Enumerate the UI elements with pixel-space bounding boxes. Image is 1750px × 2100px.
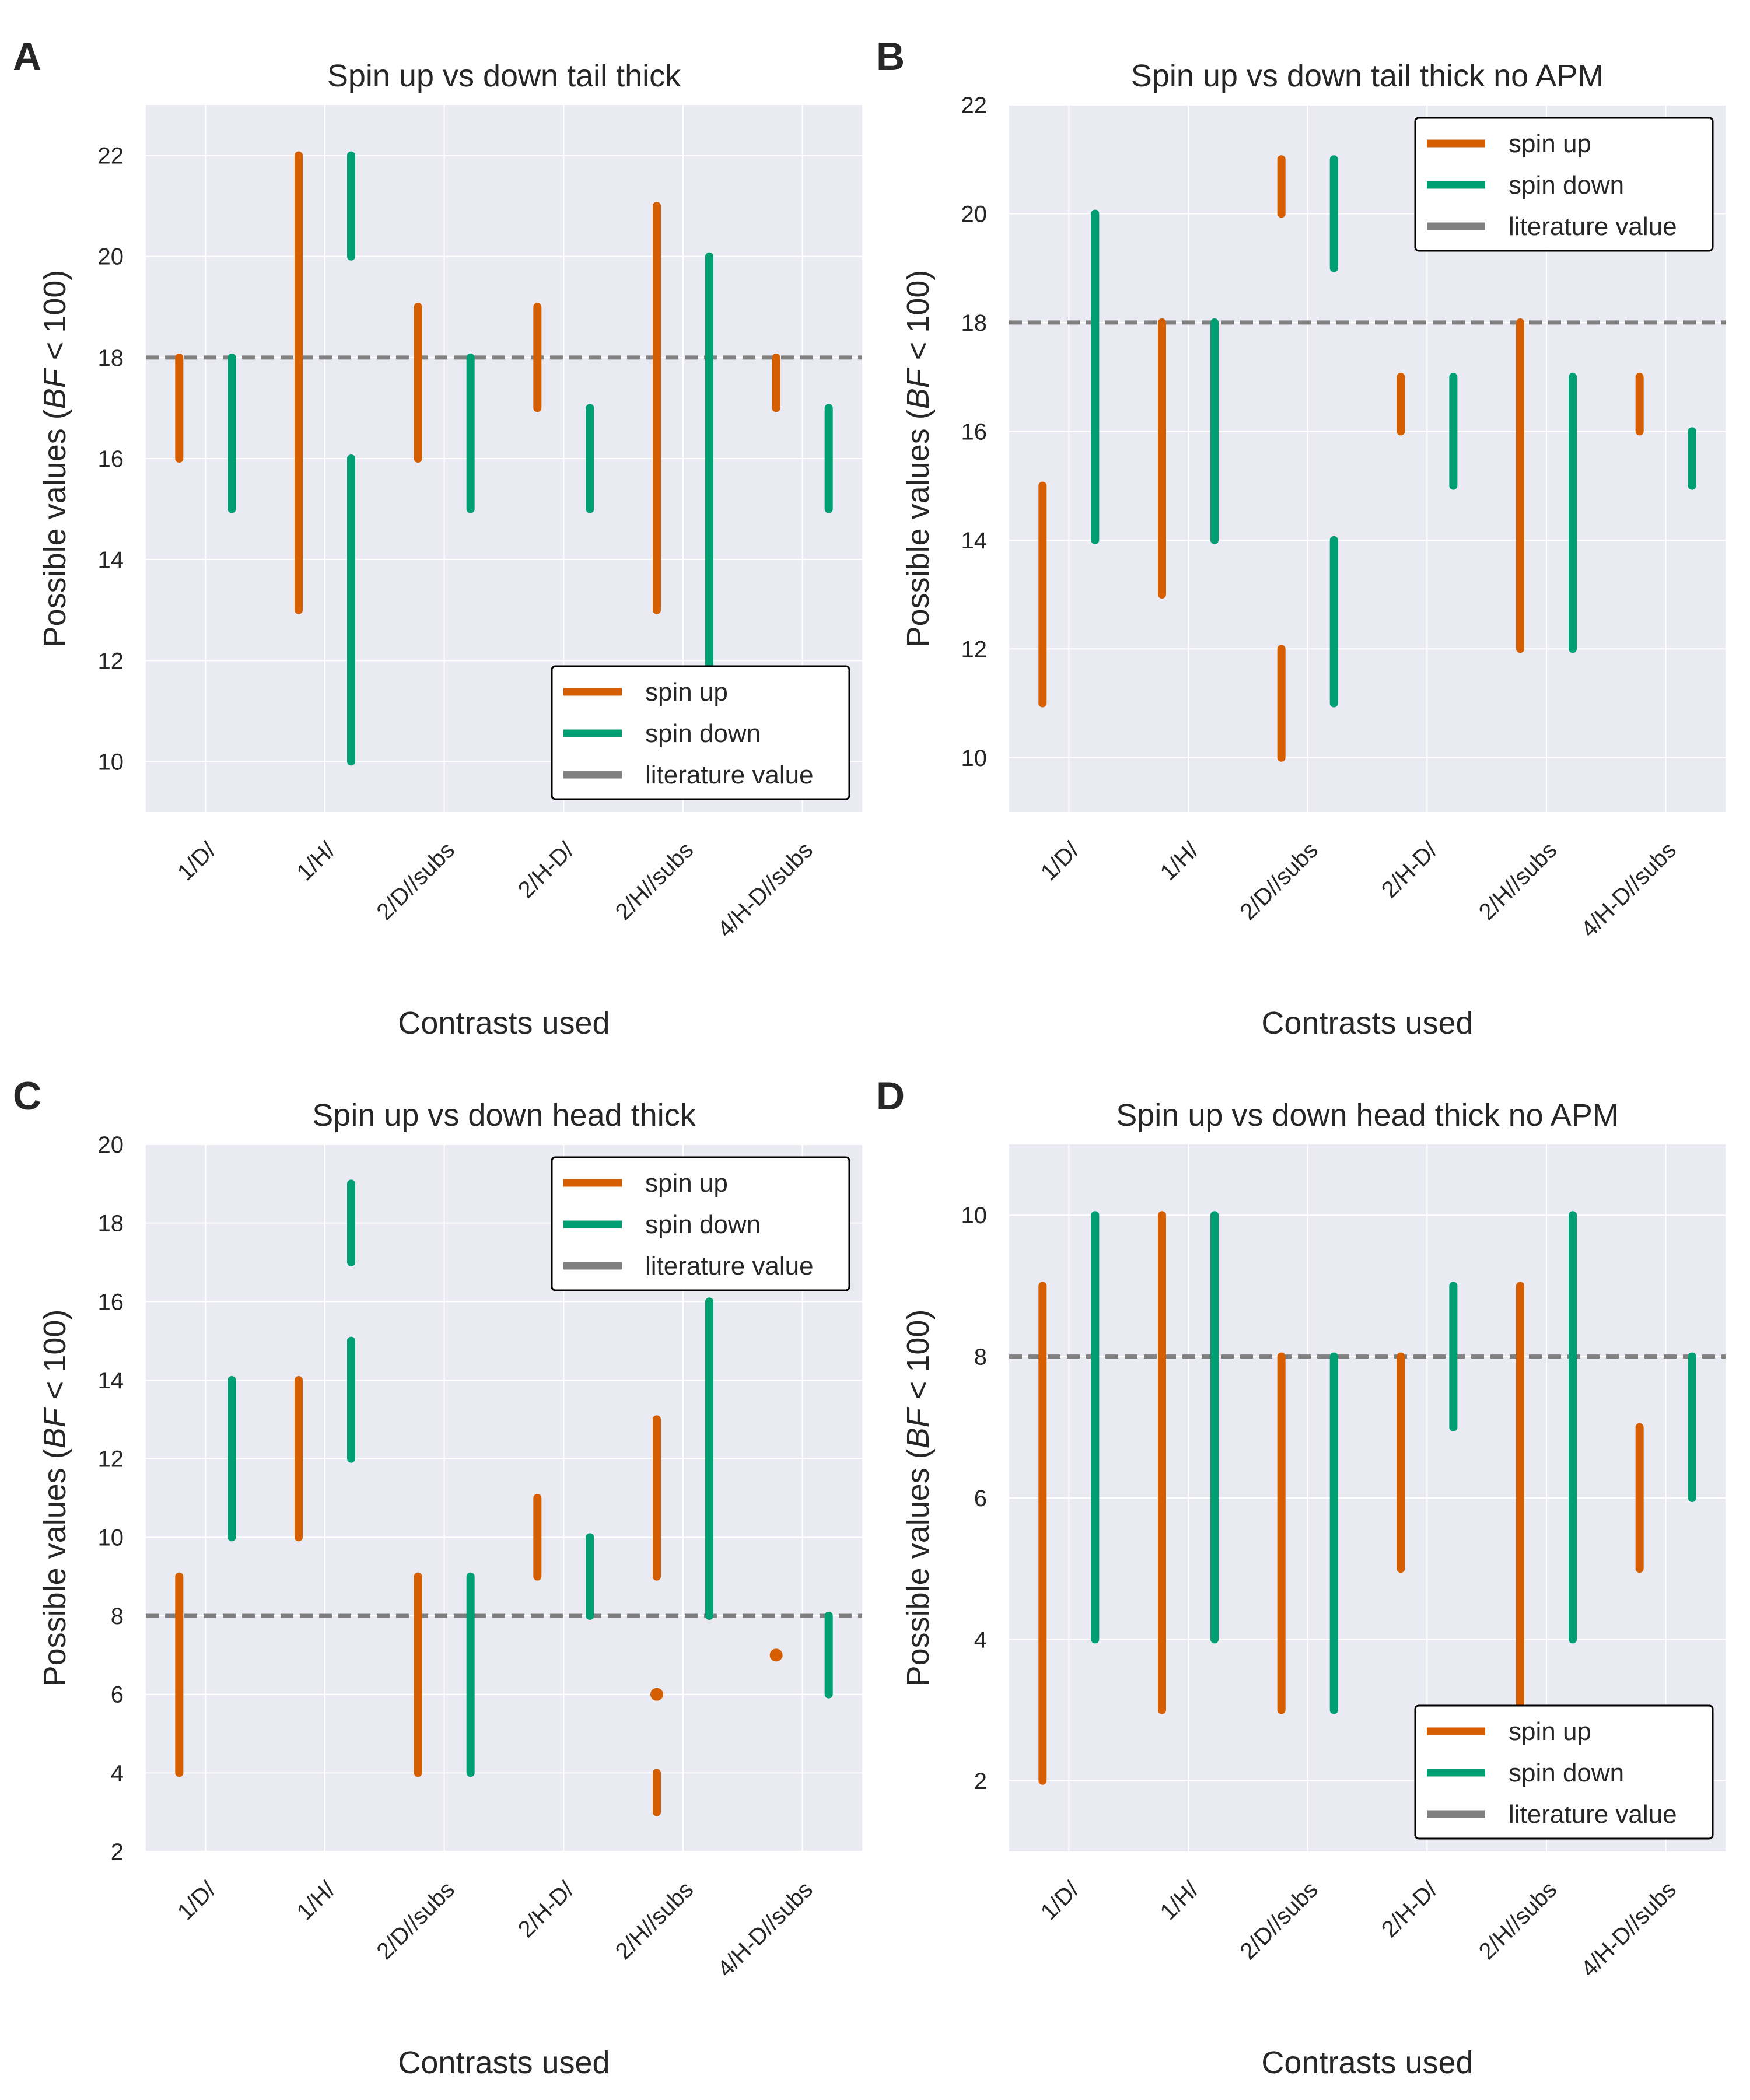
y-tick-label: 20 [98,1132,124,1158]
y-tick-label: 22 [98,144,124,169]
legend: spin up spin down literature value [551,665,850,800]
y-tick-label: 18 [98,1211,124,1237]
y-tick-label: 4 [974,1627,987,1653]
x-axis-label: Contrasts used [1261,2045,1473,2080]
legend-item-literature-value-label: literature value [1508,212,1677,241]
legend-item-spin-down-label: spin down [645,719,761,748]
y-tick-label: 2 [111,1839,124,1865]
y-tick-label: 18 [961,310,988,336]
y-tick-label: 12 [98,1447,124,1472]
y-axis-label-math: BF [901,367,936,409]
y-axis-label-math: BF [901,1406,936,1448]
panel-label: A [13,34,41,79]
y-tick-label: 10 [961,746,988,771]
spin-up-point [650,1688,663,1701]
legend-item-spin-down-label: spin down [1508,1759,1624,1787]
y-tick-label: 4 [111,1760,124,1786]
y-tick-label: 16 [961,419,988,444]
y-axis-label-suffix: < 100) [901,270,936,369]
y-axis-label-prefix: Possible values ( [901,1448,936,1686]
y-tick-label: 14 [98,547,124,573]
panel-label: D [876,1074,905,1118]
y-axis-label: Possible values (BF < 100) [901,1310,936,1687]
y-axis-label: Possible values (BF < 100) [901,270,936,648]
legend-item-literature-value-label: literature value [1508,1800,1677,1829]
y-tick-label: 22 [961,93,988,118]
panel-label: C [13,1074,41,1118]
x-axis-label: Contrasts used [398,1006,610,1041]
y-axis-label-prefix: Possible values ( [901,409,936,647]
legend: spin up spin down literature value [551,1156,850,1292]
legend-item-spin-down-label: spin down [645,1210,761,1239]
y-tick-label: 8 [111,1604,124,1629]
legend-item-literature-value-label: literature value [645,1252,814,1280]
x-axis-label: Contrasts used [1261,1006,1473,1041]
legend-box [551,1156,850,1292]
panel-title: Spin up vs down tail thick [327,58,681,93]
x-axis-label: Contrasts used [398,2045,610,2080]
y-tick-label: 12 [961,636,988,662]
y-axis-label-math: BF [37,367,72,409]
panel-label: B [876,34,905,79]
y-tick-label: 8 [974,1345,987,1370]
y-axis-label-suffix: < 100) [37,1310,72,1409]
y-tick-label: 18 [98,345,124,371]
y-tick-label: 10 [961,1203,988,1228]
legend-box [551,665,850,800]
y-tick-label: 16 [98,1289,124,1315]
y-tick-label: 2 [974,1769,987,1794]
legend: spin up spin down literature value [1414,117,1714,252]
legend-item-spin-down-label: spin down [1508,171,1624,200]
y-tick-label: 14 [961,528,988,554]
y-axis-label: Possible values (BF < 100) [37,270,72,648]
y-axis-label: Possible values (BF < 100) [37,1310,72,1687]
y-tick-label: 20 [961,201,988,227]
legend: spin up spin down literature value [1414,1704,1714,1840]
y-axis-label-suffix: < 100) [37,270,72,369]
legend-box [1414,1704,1714,1840]
legend-item-literature-value-label: literature value [645,761,814,789]
legend-item-spin-up-label: spin up [645,678,728,706]
y-tick-label: 12 [98,648,124,674]
y-axis-label-math: BF [37,1406,72,1448]
y-axis-label-suffix: < 100) [901,1310,936,1409]
panel-title: Spin up vs down head thick [312,1098,696,1133]
panel-title: Spin up vs down tail thick no APM [1131,58,1604,93]
y-tick-label: 20 [98,244,124,270]
y-tick-label: 16 [98,446,124,472]
y-axis-label-prefix: Possible values ( [37,409,72,647]
legend-item-spin-up-label: spin up [1508,1717,1591,1746]
y-tick-label: 6 [974,1486,987,1511]
panel-title: Spin up vs down head thick no APM [1116,1098,1619,1133]
y-tick-label: 14 [98,1368,124,1394]
y-tick-label: 10 [98,1525,124,1550]
legend-box [1414,117,1714,252]
legend-item-spin-up-label: spin up [1508,130,1591,158]
spin-up-point [769,1648,783,1662]
y-axis-label-prefix: Possible values ( [37,1448,72,1686]
y-tick-label: 6 [111,1682,124,1708]
legend-item-spin-up-label: spin up [645,1169,728,1198]
y-tick-label: 10 [98,749,124,775]
